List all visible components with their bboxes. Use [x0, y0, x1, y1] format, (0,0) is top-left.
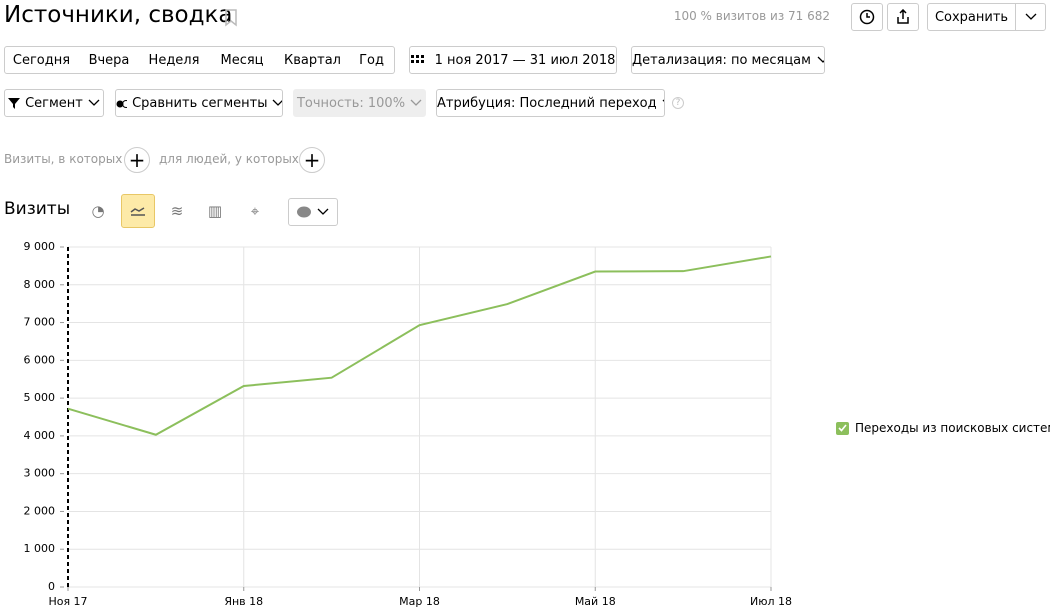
area-chart-button[interactable]: ≋ [170, 202, 184, 220]
visits-info: 100 % визитов из 71 682 [673, 9, 830, 23]
y-tick-label: 0 [48, 580, 55, 593]
annotations-button[interactable] [288, 198, 338, 226]
detail-label: Детализация: по месяцам [632, 52, 811, 68]
x-tick-label: Июл 18 [750, 595, 792, 608]
period-button[interactable]: Неделя [140, 46, 209, 74]
line-chart-button[interactable] [121, 194, 155, 228]
y-tick-label: 1 000 [24, 542, 56, 555]
y-tick-label: 9 000 [24, 240, 56, 253]
y-tick-label: 3 000 [24, 467, 56, 480]
share-button[interactable] [887, 3, 919, 31]
segment-label: Сегмент [25, 95, 83, 111]
x-tick-label: Май 18 [575, 595, 616, 608]
y-tick-label: 8 000 [24, 278, 56, 291]
date-range: 1 ноя 2017 — 31 июл 2018 [434, 52, 616, 68]
period-button[interactable]: Вчера [78, 46, 141, 74]
y-tick-label: 4 000 [24, 429, 56, 442]
history-button[interactable] [851, 3, 883, 31]
save-button[interactable]: Сохранить [927, 3, 1016, 31]
metric-label: Визиты [4, 199, 71, 219]
pie-chart-button[interactable]: ◔ [91, 202, 105, 220]
accuracy-label: Точность: 100% [296, 95, 406, 111]
add-condition[interactable]: + [299, 147, 325, 173]
legend-checkbox[interactable] [836, 421, 849, 435]
period-button[interactable]: Сегодня [4, 46, 79, 74]
y-tick-label: 7 000 [24, 316, 56, 329]
bar-chart-button[interactable]: ▥ [207, 202, 223, 220]
people-condition: для людей, у которых [159, 152, 299, 166]
x-tick-label: Янв 18 [224, 595, 263, 608]
legend: Переходы из поисковых систем [836, 421, 1050, 435]
date-range-button[interactable]: 1 ноя 2017 — 31 июл 2018 [409, 46, 617, 74]
period-button[interactable]: Год [349, 46, 395, 74]
x-tick-label: Мар 18 [399, 595, 440, 608]
x-tick-label: Ноя 17 [48, 595, 87, 608]
detail-button[interactable]: Детализация: по месяцам [631, 46, 825, 74]
bookmark-icon[interactable] [224, 9, 238, 27]
save-dropdown[interactable] [1015, 3, 1046, 31]
add-condition[interactable]: + [124, 147, 150, 173]
visits-condition: Визиты, в которых [4, 152, 123, 166]
compare-label: Сравнить сегменты [132, 95, 268, 111]
y-tick-label: 2 000 [24, 504, 56, 517]
help-icon[interactable]: ? [672, 97, 684, 109]
attribution-label: Атрибуция: Последний переход [437, 95, 657, 111]
attribution-button[interactable]: Атрибуция: Последний переход [436, 89, 665, 117]
period-button[interactable]: Квартал [276, 46, 350, 74]
compare-button[interactable]: Сравнить сегменты [115, 89, 283, 117]
period-button[interactable]: Месяц [208, 46, 277, 74]
segment-button[interactable]: Сегмент [4, 89, 104, 117]
line-series [67, 255, 772, 436]
legend-label: Переходы из поисковых систем [855, 421, 1050, 435]
y-tick-label: 5 000 [24, 391, 56, 404]
y-tick-label: 6 000 [24, 353, 56, 366]
map-button[interactable]: ⌖ [250, 202, 260, 220]
page-title: Источники, сводка [4, 2, 233, 28]
accuracy-button: Точность: 100% [293, 89, 426, 117]
